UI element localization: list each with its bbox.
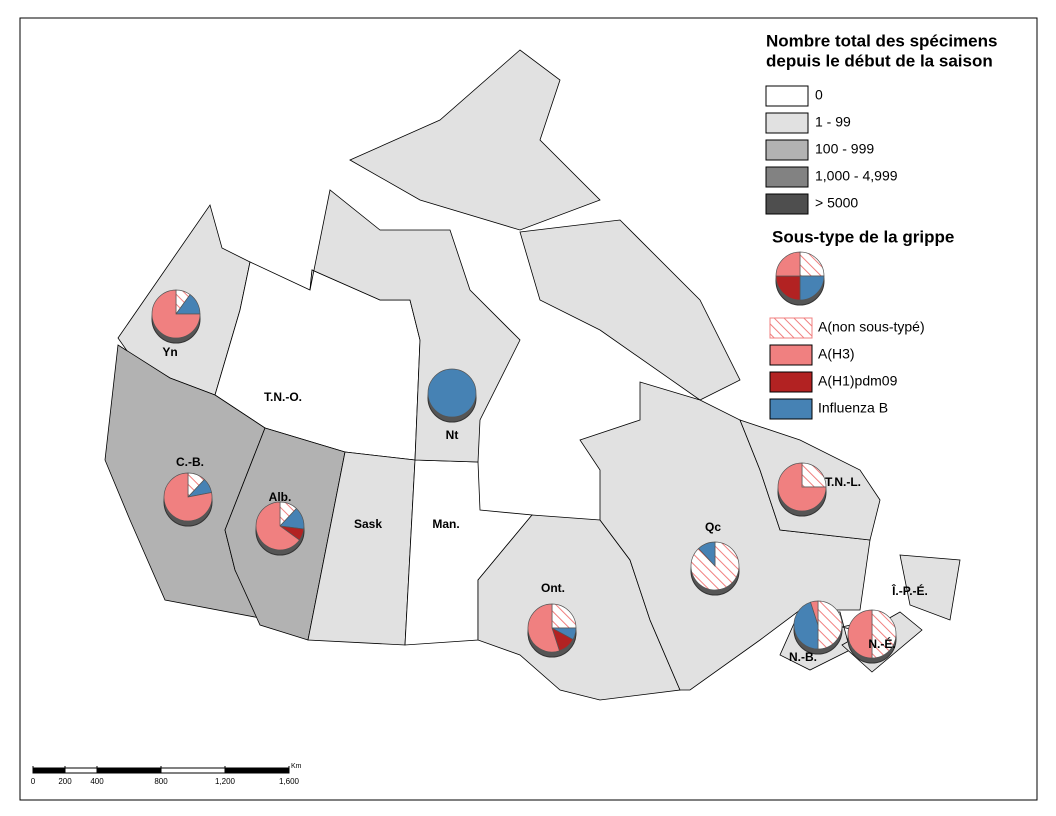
region-label: Alb.	[269, 490, 292, 504]
legend-label: A(non sous-typé)	[818, 319, 925, 335]
pies: Yn T.N.-O. C.-B. Alb. Sask Man. Nt Ont. Qc T.N.-L…	[151, 251, 928, 664]
region-label: T.N.-L.	[825, 475, 861, 489]
legend-swatch	[765, 166, 809, 188]
pie-slice	[847, 609, 873, 659]
legend-label: 0	[815, 87, 823, 103]
pie-slice	[871, 609, 897, 659]
scale-segment	[97, 768, 161, 773]
legend-swatch	[765, 85, 809, 107]
legend-swatch	[769, 371, 813, 393]
legend-label: 1 - 99	[815, 114, 851, 130]
pie-slice	[810, 600, 819, 626]
pie-slice	[801, 462, 827, 488]
legend-swatch	[765, 139, 809, 161]
pie-slice	[698, 541, 716, 567]
pie-slice	[551, 603, 577, 629]
scale-segment	[225, 768, 289, 773]
subtype-title: Sous-type de la grippe	[772, 227, 954, 246]
scale-label: 1,600	[279, 777, 300, 786]
scale-label: 400	[90, 777, 104, 786]
scale-bar: 0 200 400 800 1,200 1,600 Km	[31, 763, 302, 786]
legend-label: 1,000 - 4,999	[815, 168, 898, 184]
legend-label: Influenza B	[818, 400, 888, 416]
legend-swatch	[769, 344, 813, 366]
legend: Nombre total des spécimens depuis le déb…	[765, 31, 997, 420]
pie-slice	[799, 275, 825, 301]
region-label: T.N.-O.	[264, 390, 302, 404]
scale-label: 0	[31, 777, 36, 786]
pie-slice	[777, 462, 827, 512]
pie-slice	[151, 289, 201, 339]
pie-slice	[427, 368, 477, 418]
legend-swatch	[769, 317, 813, 339]
pie-slice	[255, 501, 300, 551]
legend-label: A(H1)pdm09	[818, 373, 898, 389]
region-label: Yn	[162, 345, 177, 359]
pie-slice	[163, 472, 213, 522]
pie-slice	[817, 600, 843, 650]
region	[349, 49, 601, 231]
region	[519, 219, 741, 401]
scale-label: 200	[58, 777, 72, 786]
legend-title: depuis le début de la saison	[766, 51, 993, 70]
legend-label: A(H3)	[818, 346, 855, 362]
pie-slice	[793, 601, 819, 650]
legend-swatch	[765, 193, 809, 215]
pie-slice	[799, 251, 825, 277]
pie-slice	[775, 251, 801, 277]
pie-slice	[775, 275, 801, 301]
pie-slice	[527, 603, 560, 653]
legend-swatch	[765, 112, 809, 134]
region-label: Ont.	[541, 581, 565, 595]
region	[899, 554, 961, 621]
legend-label: > 5000	[815, 195, 858, 211]
region-label: Sask	[354, 517, 382, 531]
region-label: Qc	[705, 520, 721, 534]
legend-label: 100 - 999	[815, 141, 874, 157]
region-label: Nt	[446, 428, 459, 442]
scale-unit: Km	[291, 763, 302, 770]
scale-label: 800	[154, 777, 168, 786]
scale-label: 1,200	[215, 777, 236, 786]
region-label: C.-B.	[176, 455, 204, 469]
legend-title: Nombre total des spécimens	[766, 31, 997, 50]
region-label: N.-É.	[868, 636, 895, 651]
legend-swatch	[769, 398, 813, 420]
scale-segment	[33, 768, 65, 773]
region-label: N.-B.	[789, 650, 817, 664]
regions	[104, 49, 961, 701]
region-label: Î.-P.-É.	[891, 583, 928, 598]
region-label: Man.	[432, 517, 459, 531]
